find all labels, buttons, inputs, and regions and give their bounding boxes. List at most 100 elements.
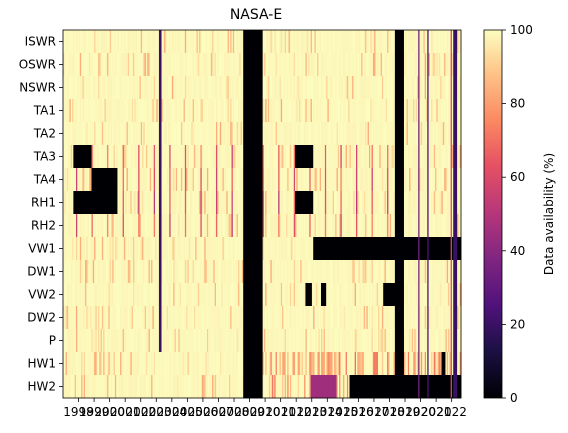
heatmap-cell bbox=[205, 214, 208, 238]
heatmap-cell bbox=[400, 76, 402, 100]
heatmap-cell bbox=[450, 99, 453, 123]
heatmap-cell bbox=[103, 99, 105, 123]
heatmap-cell bbox=[110, 214, 113, 238]
heatmap-cell bbox=[98, 260, 100, 284]
heatmap-cell bbox=[289, 122, 292, 146]
heatmap-cell bbox=[191, 329, 194, 353]
heatmap-cell bbox=[288, 122, 291, 146]
heatmap-cell bbox=[164, 260, 166, 284]
heatmap-cell bbox=[371, 99, 374, 123]
heatmap-cell bbox=[109, 329, 112, 353]
heatmap-cell bbox=[354, 99, 357, 123]
heatmap-cell bbox=[204, 375, 207, 399]
heatmap-cell bbox=[353, 329, 356, 353]
heatmap-cell bbox=[375, 30, 378, 54]
heatmap-cell bbox=[187, 53, 190, 77]
heatmap-cell bbox=[344, 122, 347, 146]
heatmap-cell bbox=[340, 283, 343, 307]
heatmap-cell bbox=[348, 145, 350, 169]
heatmap-cell bbox=[249, 260, 252, 284]
heatmap-cell bbox=[230, 168, 232, 192]
heatmap-cell bbox=[70, 122, 73, 146]
heatmap-cell bbox=[240, 76, 243, 100]
heatmap-cell bbox=[117, 283, 120, 307]
heatmap-cell bbox=[343, 99, 345, 123]
heatmap-cell bbox=[122, 214, 125, 238]
heatmap-cell bbox=[380, 168, 383, 192]
heatmap-cell bbox=[427, 168, 429, 192]
heatmap-cell bbox=[226, 30, 229, 54]
heatmap-cell bbox=[309, 122, 312, 146]
heatmap-cell bbox=[341, 237, 344, 261]
heatmap-cell bbox=[458, 283, 461, 307]
heatmap-cell bbox=[354, 145, 357, 169]
heatmap-cell bbox=[81, 99, 83, 123]
heatmap-cell bbox=[279, 191, 282, 215]
heatmap-cell bbox=[318, 191, 321, 215]
heatmap-cell bbox=[215, 76, 218, 100]
heatmap-cell bbox=[161, 260, 164, 284]
heatmap-cell bbox=[77, 99, 79, 123]
heatmap-cell bbox=[81, 329, 83, 353]
heatmap-cell bbox=[232, 283, 235, 307]
heatmap-cell bbox=[227, 375, 230, 399]
heatmap-cell bbox=[363, 306, 366, 330]
heatmap-cell bbox=[431, 191, 433, 215]
heatmap-cell bbox=[368, 168, 371, 192]
heatmap-cell bbox=[427, 99, 429, 123]
heatmap-cell bbox=[254, 375, 257, 399]
heatmap-cell bbox=[311, 329, 314, 353]
heatmap-cell bbox=[385, 145, 388, 169]
heatmap-cell bbox=[353, 352, 356, 376]
heatmap-cell bbox=[138, 99, 140, 123]
heatmap-cell bbox=[134, 260, 136, 284]
heatmap-cell bbox=[431, 145, 433, 169]
heatmap-cell bbox=[156, 214, 159, 238]
heatmap-cell bbox=[275, 76, 278, 100]
heatmap-cell bbox=[396, 214, 398, 238]
heatmap-cell bbox=[123, 237, 126, 261]
heatmap-cell bbox=[205, 191, 208, 215]
heatmap-cell bbox=[104, 30, 107, 54]
heatmap-cell bbox=[353, 76, 356, 100]
heatmap-cell bbox=[313, 99, 315, 123]
heatmap-cell bbox=[160, 53, 162, 77]
heatmap-cell bbox=[354, 237, 357, 261]
heatmap-cell bbox=[103, 306, 105, 330]
heatmap-cell bbox=[201, 214, 204, 238]
heatmap-cell bbox=[81, 283, 83, 307]
heatmap-cell bbox=[352, 375, 354, 399]
heatmap-cell bbox=[363, 145, 366, 169]
heatmap-cell bbox=[398, 306, 401, 330]
heatmap-cell bbox=[339, 76, 341, 100]
heatmap-cell bbox=[335, 122, 337, 146]
heatmap-cell bbox=[446, 306, 449, 330]
heatmap-cell bbox=[265, 145, 267, 169]
heatmap-cell bbox=[226, 76, 229, 100]
heatmap-cell bbox=[279, 329, 282, 353]
heatmap-cell bbox=[361, 306, 363, 330]
heatmap-cell bbox=[363, 99, 366, 123]
heatmap-cell bbox=[103, 375, 105, 399]
heatmap-cell bbox=[182, 329, 184, 353]
heatmap-cell bbox=[440, 283, 442, 307]
heatmap-cell bbox=[448, 191, 450, 215]
heatmap-cell bbox=[279, 260, 282, 284]
heatmap-cell bbox=[79, 191, 82, 215]
heatmap-cell bbox=[365, 191, 367, 215]
heatmap-cell bbox=[274, 145, 277, 169]
heatmap-cell bbox=[445, 168, 448, 192]
heatmap-cell bbox=[455, 76, 458, 100]
heatmap-cell bbox=[451, 191, 454, 215]
heatmap-cell bbox=[208, 283, 210, 307]
heatmap-cell bbox=[339, 352, 341, 376]
heatmap-cell bbox=[90, 283, 92, 307]
heatmap-cell bbox=[333, 352, 336, 376]
heatmap-cell bbox=[107, 214, 109, 238]
heatmap-cell bbox=[332, 260, 335, 284]
heatmap-cell bbox=[262, 283, 265, 307]
heatmap-cell bbox=[349, 122, 352, 146]
heatmap-cell bbox=[308, 99, 310, 123]
heatmap-cell bbox=[98, 237, 100, 261]
heatmap-cell bbox=[438, 214, 441, 238]
